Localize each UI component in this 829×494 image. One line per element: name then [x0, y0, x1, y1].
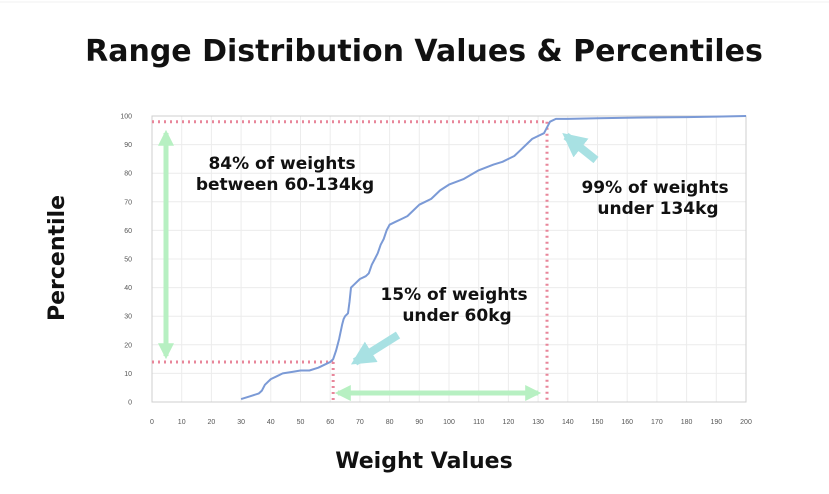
x-axis: 0 10 20 30 40 50 60 70 80 90 100 110 120 130 140 150 160… [150, 419, 752, 426]
annotation-99-percent: 99% of weights under 134kg [581, 178, 734, 219]
x-tick-label: 40 [267, 419, 275, 426]
x-tick-label: 80 [386, 419, 394, 426]
x-tick-label: 120 [503, 419, 515, 426]
guide-lines [152, 120, 549, 402]
x-tick-label: 100 [443, 419, 455, 426]
annotation-99-line-1: 99% of weights [581, 178, 728, 198]
chart-title: Range Distribution Values & Percentiles [85, 34, 763, 69]
x-axis-title: Weight Values [335, 449, 512, 474]
x-tick-label: 140 [562, 419, 574, 426]
x-tick-label: 10 [178, 419, 186, 426]
y-tick-label: 20 [124, 342, 132, 349]
y-axis-title: Percentile [45, 195, 70, 321]
y-tick-label: 80 [124, 171, 132, 178]
annotation-15-line-2: under 60kg [402, 306, 511, 326]
x-tick-label: 160 [621, 419, 633, 426]
x-tick-label: 30 [237, 419, 245, 426]
y-axis: 0 10 20 30 40 50 60 70 80 90 100 [120, 114, 132, 407]
x-tick-label: 150 [592, 419, 604, 426]
x-tick-label: 0 [150, 419, 154, 426]
x-tick-label: 190 [710, 419, 722, 426]
y-tick-label: 100 [120, 114, 132, 121]
y-tick-label: 70 [124, 199, 132, 206]
annotation-84-line-2: between 60-134kg [196, 175, 374, 195]
annotation-84-percent: 84% of weights between 60-134kg [196, 154, 374, 195]
x-tick-label: 20 [208, 419, 216, 426]
annotation-84-line-1: 84% of weights [208, 154, 355, 174]
annotation-15-line-1: 15% of weights [380, 285, 527, 305]
y-tick-label: 40 [124, 285, 132, 292]
y-tick-label: 60 [124, 228, 132, 235]
y-tick-label: 50 [124, 257, 132, 264]
x-tick-label: 110 [473, 419, 484, 426]
annotation-15-percent: 15% of weights under 60kg [380, 285, 533, 326]
x-tick-label: 170 [651, 419, 663, 426]
x-tick-label: 130 [532, 419, 544, 426]
arrow-to-99-percent [562, 132, 599, 164]
arrow-to-15-percent [350, 331, 401, 366]
annotation-99-line-2: under 134kg [597, 199, 718, 219]
y-tick-label: 10 [124, 371, 132, 378]
y-tick-label: 30 [124, 314, 132, 321]
x-tick-label: 90 [415, 419, 423, 426]
x-tick-label: 70 [356, 419, 364, 426]
x-tick-label: 60 [326, 419, 334, 426]
y-tick-label: 0 [128, 400, 132, 407]
series-line [240, 115, 747, 401]
y-tick-label: 90 [124, 142, 132, 149]
x-tick-label: 180 [681, 419, 693, 426]
plot-frame [151, 115, 747, 403]
x-tick-label: 200 [740, 419, 752, 426]
x-tick-label: 50 [297, 419, 305, 426]
